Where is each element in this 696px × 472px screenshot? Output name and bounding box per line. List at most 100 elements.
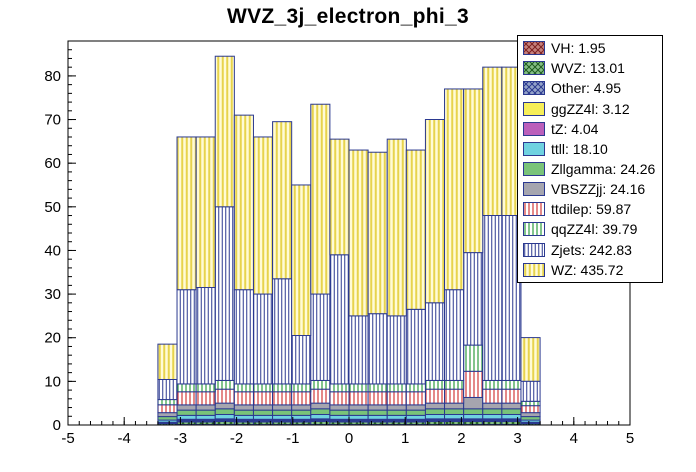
bar-segment-ttdilep bbox=[520, 405, 541, 414]
bar-segment-zllgamma bbox=[291, 409, 312, 416]
y-tick-label: 0 bbox=[53, 417, 61, 434]
legend-label-qqzz4l: qqZZ4l: 39.79 bbox=[551, 221, 638, 238]
bar-segment-wz bbox=[310, 103, 331, 295]
bar-segment-zllgamma bbox=[405, 409, 426, 416]
legend-swatch-other bbox=[523, 81, 545, 96]
legend-swatch-ggzz4l bbox=[523, 101, 545, 116]
bar-segment-zllgamma bbox=[272, 409, 293, 416]
bar-segment-ttll bbox=[463, 413, 484, 420]
bar-segment-wz bbox=[348, 149, 369, 317]
bar-segment-ttdilep bbox=[367, 391, 388, 406]
x-tick-label: 1 bbox=[401, 430, 409, 447]
bar-segment-zllgamma bbox=[520, 416, 541, 421]
bar-segment-qqzz4l bbox=[214, 379, 235, 390]
bar-segment-ttdilep bbox=[444, 388, 465, 404]
legend-entry-wz: WZ: 435.72 bbox=[518, 261, 662, 279]
bar-segment-qqzz4l bbox=[348, 383, 369, 393]
bar-segment-ttll bbox=[501, 413, 522, 420]
y-tick-label: 70 bbox=[44, 112, 61, 129]
bar-segment-vbszzjj bbox=[272, 404, 293, 411]
bar-segment-wz bbox=[405, 149, 426, 310]
bar-segment-qqzz4l bbox=[444, 379, 465, 390]
x-tick-label: 2 bbox=[457, 430, 465, 447]
bar-segment-zjets bbox=[329, 254, 350, 385]
bar-segment-vbszzjj bbox=[176, 404, 197, 411]
bar-segment-ttll bbox=[444, 413, 465, 420]
bar-segment-wz bbox=[367, 151, 388, 315]
bar-segment-ttdilep bbox=[195, 391, 216, 406]
bar-segment-qqzz4l bbox=[291, 383, 312, 393]
bar-segment-vbszzjj bbox=[233, 404, 254, 411]
x-tick-label: -3 bbox=[174, 430, 187, 447]
bar-segment-vbszzjj bbox=[405, 404, 426, 411]
bar-segment-zjets bbox=[214, 206, 235, 381]
bar-segment-ttdilep bbox=[463, 370, 484, 398]
bar-segment-wz bbox=[252, 136, 274, 295]
legend-label-wvz: WVZ: 13.01 bbox=[551, 60, 625, 77]
bar-segment-ttll bbox=[386, 414, 407, 420]
bar-segment-zjets bbox=[252, 293, 274, 385]
bar-segment-zjets bbox=[157, 378, 178, 401]
bar-segment-zjets bbox=[272, 278, 293, 385]
bar-segment-zllgamma bbox=[176, 409, 197, 416]
legend-swatch-ttdilep bbox=[523, 202, 545, 217]
bar-segment-qqzz4l bbox=[195, 383, 216, 393]
bar-segment-wz bbox=[195, 136, 216, 289]
bar-segment-zllgamma bbox=[195, 409, 216, 416]
bar-segment-ttdilep bbox=[405, 391, 426, 406]
stacked-bars bbox=[157, 55, 541, 426]
y-tick-label: 10 bbox=[44, 373, 61, 390]
bar-segment-qqzz4l bbox=[252, 383, 274, 393]
bar-segment-ttdilep bbox=[310, 388, 331, 404]
legend-label-ttll: ttll: 18.10 bbox=[551, 140, 608, 157]
bar-segment-wz bbox=[520, 337, 541, 382]
bar-segment-vbszzjj bbox=[482, 402, 503, 410]
bar-segment-qqzz4l bbox=[233, 383, 254, 393]
y-tick-label: 20 bbox=[44, 330, 61, 347]
bar-segment-qqzz4l bbox=[463, 344, 484, 372]
legend-entry-ttdilep: ttdilep: 59.87 bbox=[518, 200, 662, 218]
y-tick-label: 60 bbox=[44, 155, 61, 172]
bar-segment-zjets bbox=[424, 302, 446, 381]
bar-segment-ttll bbox=[195, 414, 216, 420]
bar-segment-zjets bbox=[310, 293, 331, 381]
bar-segment-zjets bbox=[463, 252, 484, 346]
bar-segment-ttll bbox=[405, 414, 426, 420]
legend-label-wz: WZ: 435.72 bbox=[551, 261, 624, 278]
legend-swatch-qqzz4l bbox=[523, 222, 545, 237]
legend-swatch-zllgamma bbox=[523, 162, 545, 177]
y-tick-label: 30 bbox=[44, 286, 61, 303]
bar-segment-qqzz4l bbox=[482, 379, 503, 390]
bar-segment-ttll bbox=[329, 414, 350, 420]
bar-segment-zllgamma bbox=[348, 409, 369, 416]
bar-segment-ttdilep bbox=[386, 391, 407, 406]
bar-segment-vbszzjj bbox=[157, 412, 178, 418]
bar-segment-vbszzjj bbox=[291, 404, 312, 411]
bar-segment-vbszzjj bbox=[310, 402, 331, 410]
y-tick-label: 40 bbox=[44, 242, 61, 259]
bar-segment-ttdilep bbox=[272, 391, 293, 406]
x-tick-label: 0 bbox=[345, 430, 353, 447]
x-tick-label: -2 bbox=[230, 430, 243, 447]
bar-segment-ttdilep bbox=[176, 391, 197, 406]
bar-segment-zllgamma bbox=[310, 408, 331, 415]
legend-swatch-wvz bbox=[523, 61, 545, 76]
bar-segment-zjets bbox=[195, 287, 216, 385]
legend-label-ttdilep: ttdilep: 59.87 bbox=[551, 201, 632, 218]
bar-segment-qqzz4l bbox=[157, 399, 178, 406]
bar-segment-qqzz4l bbox=[272, 383, 293, 393]
x-tick-label: 3 bbox=[513, 430, 521, 447]
bar-segment-ttdilep bbox=[424, 388, 446, 404]
bar-segment-zllgamma bbox=[463, 408, 484, 415]
bar-segment-wz bbox=[386, 138, 407, 317]
bar-segment-qqzz4l bbox=[520, 400, 541, 407]
bar-segment-ttdilep bbox=[233, 391, 254, 406]
bar-segment-zjets bbox=[520, 380, 541, 402]
bar-segment-ttll bbox=[252, 414, 274, 420]
bar-segment-zllgamma bbox=[501, 408, 522, 415]
bar-segment-wz bbox=[444, 88, 465, 291]
bar-segment-vbszzjj bbox=[329, 404, 350, 411]
bar-segment-vbszzjj bbox=[444, 402, 465, 410]
